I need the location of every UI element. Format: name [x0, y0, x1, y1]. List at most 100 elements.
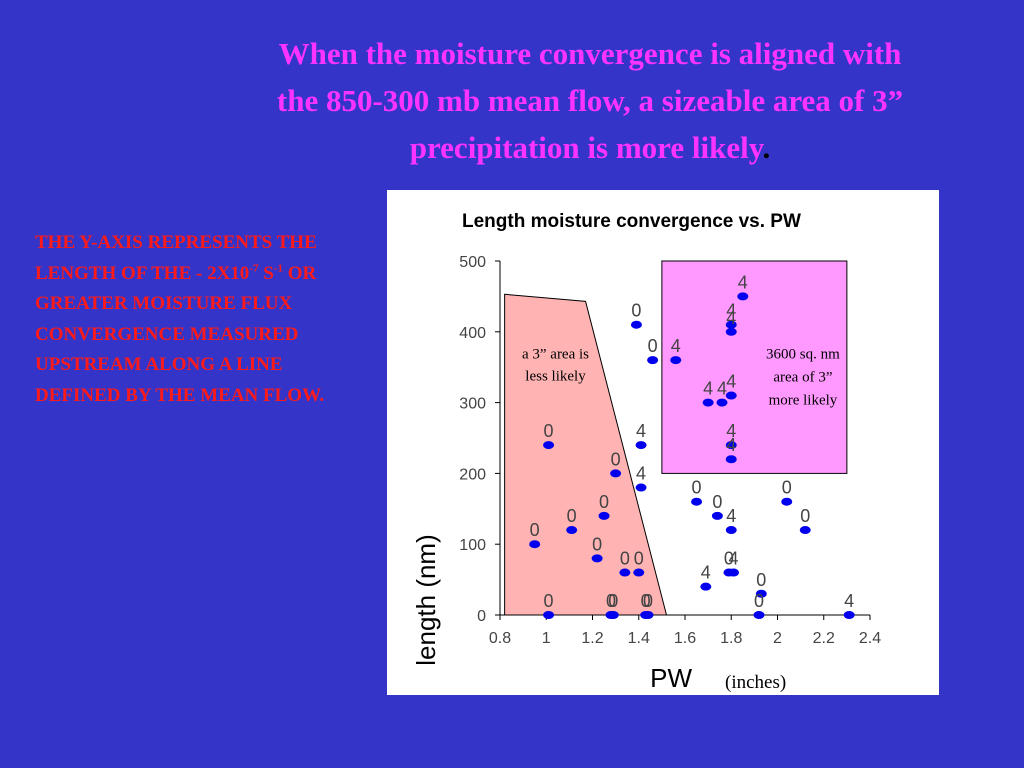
- side-note-exponent-1: -7: [249, 262, 259, 275]
- data-point-label: 4: [844, 591, 854, 611]
- data-point-label: 4: [738, 272, 748, 292]
- data-point-label: 0: [756, 570, 766, 590]
- side-note-exponent-2: -1: [273, 262, 283, 275]
- data-point: [700, 582, 712, 591]
- data-point-label: 4: [726, 506, 736, 526]
- data-point-label: 4: [726, 301, 736, 321]
- data-point-label: 0: [634, 549, 644, 569]
- y-tick-label: 400: [459, 325, 486, 342]
- data-point-label: 0: [712, 492, 722, 512]
- data-point: [598, 511, 610, 520]
- data-point: [725, 327, 737, 336]
- data-point-label: 0: [631, 301, 641, 321]
- title-line-2: the 850-300 mb mean flow, a sizeable are…: [276, 83, 904, 118]
- data-point-label: 4: [726, 421, 736, 441]
- data-point-label: 4: [701, 563, 711, 583]
- data-point-label: 0: [530, 520, 540, 540]
- side-note-part-2: S: [258, 262, 274, 284]
- y-axis-explanation-note: THE Y-AXIS REPRESENTS THE LENGTH OF THE …: [35, 228, 355, 411]
- slide-title: When the moisture convergence is aligned…: [160, 30, 1020, 171]
- side-note-part-3: OR GREATER MOISTURE FLUX CONVERGENCE MEA…: [35, 262, 325, 406]
- side-note-part-1: THE Y-AXIS REPRESENTS THE LENGTH OF THE …: [35, 232, 317, 284]
- data-point: [635, 441, 647, 450]
- data-point-label: 0: [782, 478, 792, 498]
- data-points: [529, 292, 855, 619]
- data-point: [799, 526, 811, 535]
- data-point-label: 0: [544, 421, 554, 441]
- more-likely-note: area of 3”: [773, 370, 832, 386]
- data-point: [635, 483, 647, 492]
- data-point-label: 0: [648, 336, 658, 356]
- y-tick-label: 500: [459, 254, 486, 271]
- data-point: [610, 469, 622, 478]
- y-axis-label: length (nm): [411, 534, 441, 666]
- more-likely-note: 3600 sq. nm: [766, 347, 840, 363]
- data-point-label: 0: [800, 506, 810, 526]
- y-tick-label: 200: [459, 466, 486, 483]
- data-point: [543, 441, 555, 450]
- data-point: [716, 398, 728, 407]
- data-point: [642, 611, 654, 619]
- data-point-label: 0: [544, 591, 554, 611]
- data-point: [529, 540, 541, 549]
- data-point-label: 0: [692, 478, 702, 498]
- data-point: [607, 611, 619, 619]
- x-axis-label: PW: [650, 663, 692, 693]
- scatter-chart-panel: 0 100 200 300 400 500 0.8 1 1.2 1.4 1.6 1.8 2 2.2 2.4 …: [387, 190, 939, 695]
- data-point: [630, 320, 642, 329]
- data-point-label: 0: [724, 549, 734, 569]
- data-point-label: 0: [643, 591, 653, 611]
- data-point-label: 0: [567, 506, 577, 526]
- title-period: .: [762, 130, 771, 165]
- data-point: [843, 611, 855, 619]
- data-point-label: 0: [641, 591, 651, 611]
- data-point-label: 0: [606, 591, 616, 611]
- more-likely-note: more likely: [769, 393, 838, 409]
- data-point: [543, 611, 555, 619]
- y-tick-label: 0: [477, 608, 486, 625]
- data-point: [691, 497, 703, 506]
- data-point: [633, 568, 645, 577]
- x-tick-label: 1: [542, 630, 551, 647]
- data-point: [725, 526, 737, 535]
- data-point-label: 4: [717, 379, 727, 399]
- data-point: [725, 455, 737, 464]
- region-notes: a 3” area is less likely 3600 sq. nm area o…: [522, 347, 840, 409]
- data-point: [566, 526, 578, 535]
- data-point-label: 4: [726, 435, 736, 455]
- data-point-label: 0: [592, 534, 602, 554]
- data-point-label: 4: [726, 372, 736, 392]
- title-line-3-text: precipitation is more likely: [409, 130, 763, 165]
- less-likely-note: less likely: [525, 369, 586, 385]
- less-likely-note: a 3” area is: [522, 347, 589, 363]
- x-tick-label: 1.2: [581, 630, 603, 647]
- x-tick-label: 2: [773, 630, 782, 647]
- title-line-1: When the moisture convergence is aligned…: [278, 36, 902, 71]
- data-point-label: 0: [620, 549, 630, 569]
- data-point-label: 4: [703, 379, 713, 399]
- data-point: [753, 611, 765, 619]
- data-point: [711, 511, 723, 520]
- x-tick-label: 1.4: [628, 630, 650, 647]
- more-likely-region: [661, 260, 848, 474]
- data-point: [725, 441, 737, 450]
- chart-regions: [504, 260, 848, 616]
- data-point: [591, 554, 603, 563]
- data-point: [702, 398, 714, 407]
- data-point-label: 4: [636, 421, 646, 441]
- x-tick-label: 1.6: [674, 630, 696, 647]
- data-point: [647, 356, 659, 365]
- x-axis-unit-label: (inches): [725, 672, 786, 693]
- data-point: [781, 497, 793, 506]
- x-tick-label: 2.2: [813, 630, 835, 647]
- x-tick-label: 1.8: [720, 630, 742, 647]
- chart-title: Length moisture convergence vs. PW: [462, 211, 801, 232]
- data-point-label: 4: [671, 336, 681, 356]
- x-tick-label: 2.4: [859, 630, 881, 647]
- data-point-label: 4: [636, 464, 646, 484]
- x-tick-label: 0.8: [489, 630, 511, 647]
- data-point: [737, 292, 749, 301]
